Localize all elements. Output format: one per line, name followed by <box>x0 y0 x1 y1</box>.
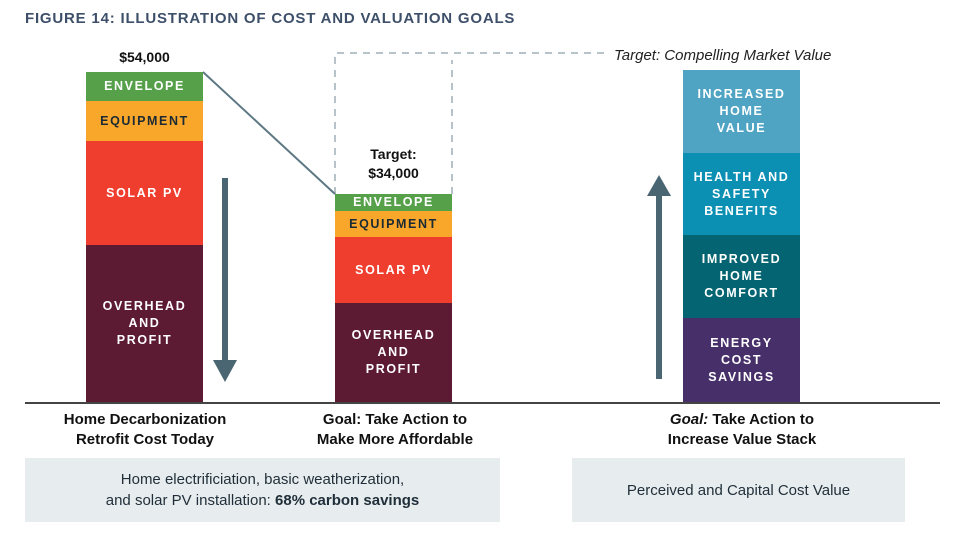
caption-affordable-goal: Goal: Take Action to Make More Affordabl… <box>270 410 520 450</box>
segment-overhead-profit: OVERHEAD AND PROFIT <box>335 303 452 402</box>
segment-equipment: EQUIPMENT <box>86 101 203 141</box>
caption-line: Goal: Take Action to <box>322 411 468 428</box>
value-box: Perceived and Capital Cost Value <box>572 458 905 522</box>
caption-value-goal: Goal: Take Action to Increase Value Stac… <box>617 410 867 450</box>
caption-line: Goal: Take Action to <box>617 410 867 430</box>
segment-energy-savings: ENERGY COST SAVINGS <box>683 318 800 402</box>
segment-solar-pv: SOLAR PV <box>335 237 452 303</box>
market-value-target-label: Target: Compelling Market Value <box>614 47 832 64</box>
target-cost-label: Target: <box>370 146 417 162</box>
caption-line: Make More Affordable <box>316 431 474 448</box>
down-arrow-icon <box>213 178 237 382</box>
carbon-savings-box: Home electrificiation, basic weatherizat… <box>25 458 500 522</box>
segment-increased-home-value: INCREASED HOME VALUE <box>683 70 800 153</box>
current-cost-amount: $54,000 <box>119 49 170 65</box>
connector-line <box>202 71 336 195</box>
carbon-savings-value: 68% carbon savings <box>275 492 420 509</box>
segment-equipment: EQUIPMENT <box>335 211 452 237</box>
caption-line: Increase Value Stack <box>667 431 817 448</box>
segment-overhead-profit: OVERHEAD AND PROFIT <box>86 245 203 402</box>
caption-goal-italic: Goal: <box>669 411 709 428</box>
caption-line: Home Decarbonization <box>63 411 227 428</box>
box-text: and solar PV installation: <box>105 492 276 509</box>
segment-improved-comfort: IMPROVED HOME COMFORT <box>683 235 800 318</box>
segment-solar-pv: SOLAR PV <box>86 141 203 245</box>
target-cost-amount: $34,000 <box>368 165 419 181</box>
caption-line: Retrofit Cost Today <box>75 431 215 448</box>
caption-rest: Take Action to <box>708 411 815 428</box>
segment-envelope: ENVELOPE <box>335 194 452 211</box>
segment-health-safety: HEALTH AND SAFETY BENEFITS <box>683 153 800 235</box>
caption-current-cost: Home Decarbonization Retrofit Cost Today <box>20 410 270 450</box>
box-line: and solar PV installation: 68% carbon sa… <box>106 490 420 511</box>
box-line: Home electrificiation, basic weatherizat… <box>120 471 405 488</box>
segment-envelope: ENVELOPE <box>86 72 203 101</box>
box-text: Perceived and Capital Cost Value <box>626 481 851 499</box>
figure-title: FIGURE 14: ILLUSTRATION OF COST AND VALU… <box>25 10 516 27</box>
up-arrow-icon <box>647 175 671 379</box>
